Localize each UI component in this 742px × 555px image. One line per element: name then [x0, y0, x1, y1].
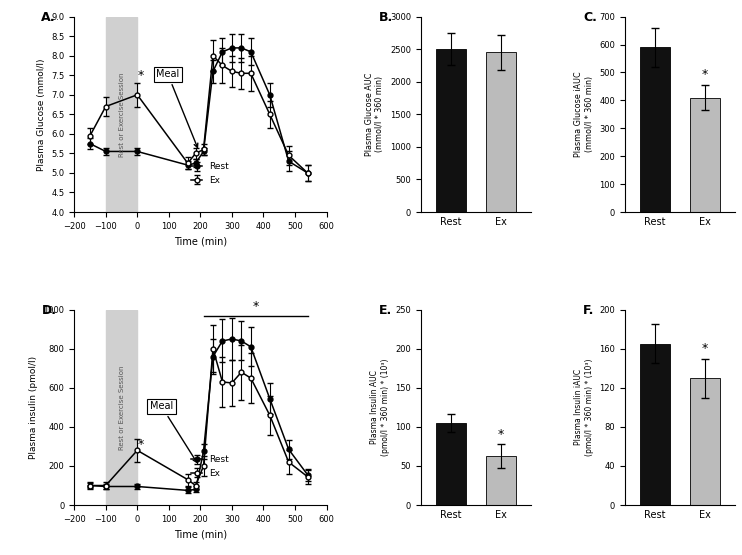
X-axis label: Time (min): Time (min): [174, 236, 227, 246]
Y-axis label: Plasma Glucose iAUC
(mmol/l * 360 min): Plasma Glucose iAUC (mmol/l * 360 min): [574, 72, 594, 157]
Text: *: *: [138, 69, 144, 82]
Text: B.: B.: [379, 11, 393, 24]
Text: Rest or Exercise Session: Rest or Exercise Session: [119, 72, 125, 157]
Y-axis label: Plasma Insulin iAUC
(pmol/l * 360 min) * (10³): Plasma Insulin iAUC (pmol/l * 360 min) *…: [574, 359, 594, 456]
Text: *: *: [252, 300, 259, 312]
Text: D.: D.: [42, 304, 56, 317]
Bar: [436, 49, 466, 212]
Text: E.: E.: [379, 304, 393, 317]
Y-axis label: Plasma Glucose (mmol/l): Plasma Glucose (mmol/l): [36, 58, 46, 170]
Bar: [436, 423, 466, 505]
Text: *: *: [138, 438, 144, 451]
Y-axis label: Plasma Insulin AUC
(pmol/l * 360 min) * (10³): Plasma Insulin AUC (pmol/l * 360 min) * …: [370, 359, 390, 456]
Bar: [106, 310, 137, 505]
Bar: [690, 378, 720, 505]
Bar: [690, 98, 720, 212]
Text: *: *: [701, 68, 708, 81]
Text: F.: F.: [583, 304, 594, 317]
Text: *: *: [497, 428, 504, 441]
Bar: [486, 456, 516, 505]
Bar: [640, 344, 670, 505]
Text: Meal: Meal: [150, 401, 197, 462]
Text: Rest or Exercise Session: Rest or Exercise Session: [119, 365, 125, 450]
Y-axis label: Plasma insulin (pmol/l): Plasma insulin (pmol/l): [29, 356, 38, 459]
Text: Meal: Meal: [157, 69, 198, 148]
Bar: [106, 17, 137, 212]
Text: *: *: [701, 342, 708, 355]
Bar: [486, 53, 516, 212]
Bar: [640, 47, 670, 212]
Text: A.: A.: [42, 11, 56, 24]
Legend: Rest, Ex: Rest, Ex: [188, 159, 233, 189]
Legend: Rest, Ex: Rest, Ex: [188, 452, 233, 482]
Text: C.: C.: [583, 11, 597, 24]
Y-axis label: Plasma Glucose AUC
(mmol/l * 360 min): Plasma Glucose AUC (mmol/l * 360 min): [365, 73, 384, 156]
X-axis label: Time (min): Time (min): [174, 529, 227, 539]
